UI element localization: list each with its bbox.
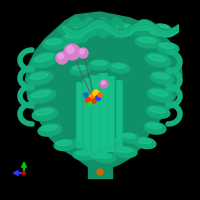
- Circle shape: [80, 49, 84, 54]
- Circle shape: [64, 44, 80, 60]
- Ellipse shape: [144, 122, 166, 134]
- Ellipse shape: [145, 53, 171, 67]
- Ellipse shape: [121, 133, 139, 143]
- Circle shape: [78, 48, 88, 58]
- Ellipse shape: [54, 139, 76, 151]
- Ellipse shape: [73, 150, 97, 160]
- Ellipse shape: [147, 88, 173, 102]
- Ellipse shape: [146, 123, 162, 129]
- Ellipse shape: [38, 124, 62, 136]
- Ellipse shape: [56, 140, 72, 146]
- Ellipse shape: [134, 26, 150, 30]
- Ellipse shape: [149, 107, 165, 113]
- Ellipse shape: [76, 151, 92, 155]
- Ellipse shape: [112, 64, 126, 68]
- Ellipse shape: [32, 107, 58, 121]
- Ellipse shape: [77, 136, 91, 140]
- Ellipse shape: [75, 135, 95, 145]
- Ellipse shape: [131, 24, 153, 36]
- Ellipse shape: [41, 125, 57, 131]
- Ellipse shape: [113, 146, 137, 158]
- Circle shape: [101, 81, 105, 85]
- Ellipse shape: [77, 24, 99, 36]
- Ellipse shape: [96, 154, 112, 158]
- Circle shape: [96, 96, 101, 100]
- Ellipse shape: [30, 73, 48, 79]
- Ellipse shape: [150, 72, 174, 84]
- Ellipse shape: [148, 55, 166, 61]
- Ellipse shape: [59, 24, 81, 36]
- Circle shape: [97, 169, 103, 175]
- Circle shape: [67, 46, 74, 53]
- Ellipse shape: [80, 26, 96, 30]
- Ellipse shape: [95, 24, 117, 36]
- Ellipse shape: [35, 109, 53, 115]
- Circle shape: [100, 80, 108, 88]
- Ellipse shape: [113, 24, 135, 36]
- Ellipse shape: [157, 42, 179, 54]
- Ellipse shape: [134, 137, 156, 149]
- Circle shape: [89, 94, 95, 100]
- Ellipse shape: [31, 52, 59, 68]
- Ellipse shape: [72, 66, 86, 70]
- Circle shape: [86, 98, 90, 102]
- Ellipse shape: [28, 89, 56, 103]
- Circle shape: [93, 90, 99, 96]
- Ellipse shape: [62, 26, 78, 30]
- Ellipse shape: [159, 43, 175, 49]
- Circle shape: [88, 102, 92, 106]
- Ellipse shape: [149, 24, 171, 36]
- Ellipse shape: [43, 38, 67, 50]
- Ellipse shape: [116, 147, 132, 153]
- Ellipse shape: [153, 73, 169, 79]
- Ellipse shape: [100, 137, 120, 147]
- Ellipse shape: [110, 63, 130, 73]
- Ellipse shape: [31, 90, 51, 98]
- Ellipse shape: [136, 138, 152, 144]
- Circle shape: [58, 53, 64, 59]
- Ellipse shape: [94, 153, 116, 163]
- Circle shape: [22, 171, 26, 174]
- Circle shape: [56, 52, 68, 64]
- Ellipse shape: [65, 34, 83, 38]
- Ellipse shape: [146, 106, 170, 118]
- Ellipse shape: [135, 36, 161, 48]
- Ellipse shape: [138, 37, 156, 43]
- Ellipse shape: [123, 134, 135, 138]
- Ellipse shape: [27, 71, 53, 85]
- Circle shape: [98, 93, 102, 97]
- Circle shape: [84, 93, 88, 97]
- Ellipse shape: [102, 138, 116, 142]
- Ellipse shape: [62, 32, 88, 44]
- Ellipse shape: [70, 65, 90, 75]
- Ellipse shape: [89, 60, 111, 70]
- Ellipse shape: [98, 26, 114, 30]
- Ellipse shape: [46, 39, 62, 45]
- Circle shape: [92, 99, 96, 103]
- Ellipse shape: [150, 90, 168, 96]
- Ellipse shape: [152, 26, 168, 30]
- Ellipse shape: [34, 54, 54, 62]
- Polygon shape: [25, 12, 182, 170]
- Ellipse shape: [91, 61, 107, 65]
- Ellipse shape: [116, 26, 132, 30]
